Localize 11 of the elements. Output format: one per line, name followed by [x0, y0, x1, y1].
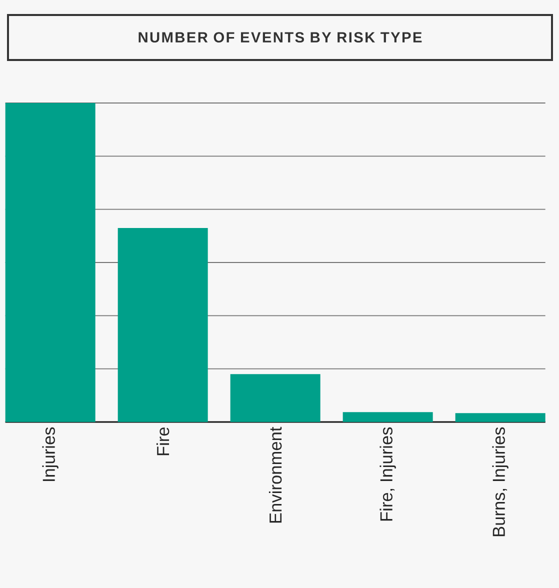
x-tick-label: Injuries — [42, 427, 58, 481]
bar — [118, 228, 208, 422]
bar — [5, 103, 96, 422]
chart-title: NUMBER OF EVENTS BY RISK TYPE — [138, 32, 422, 43]
x-tick-label: Fire, Injuries — [380, 427, 396, 521]
x-tick-label: Fire — [156, 427, 170, 456]
x-tick-label: Burns, Injuries — [492, 427, 508, 536]
bar — [455, 413, 546, 422]
x-tick-label: Environment — [268, 426, 282, 523]
bar — [342, 412, 433, 422]
bar — [230, 374, 320, 422]
